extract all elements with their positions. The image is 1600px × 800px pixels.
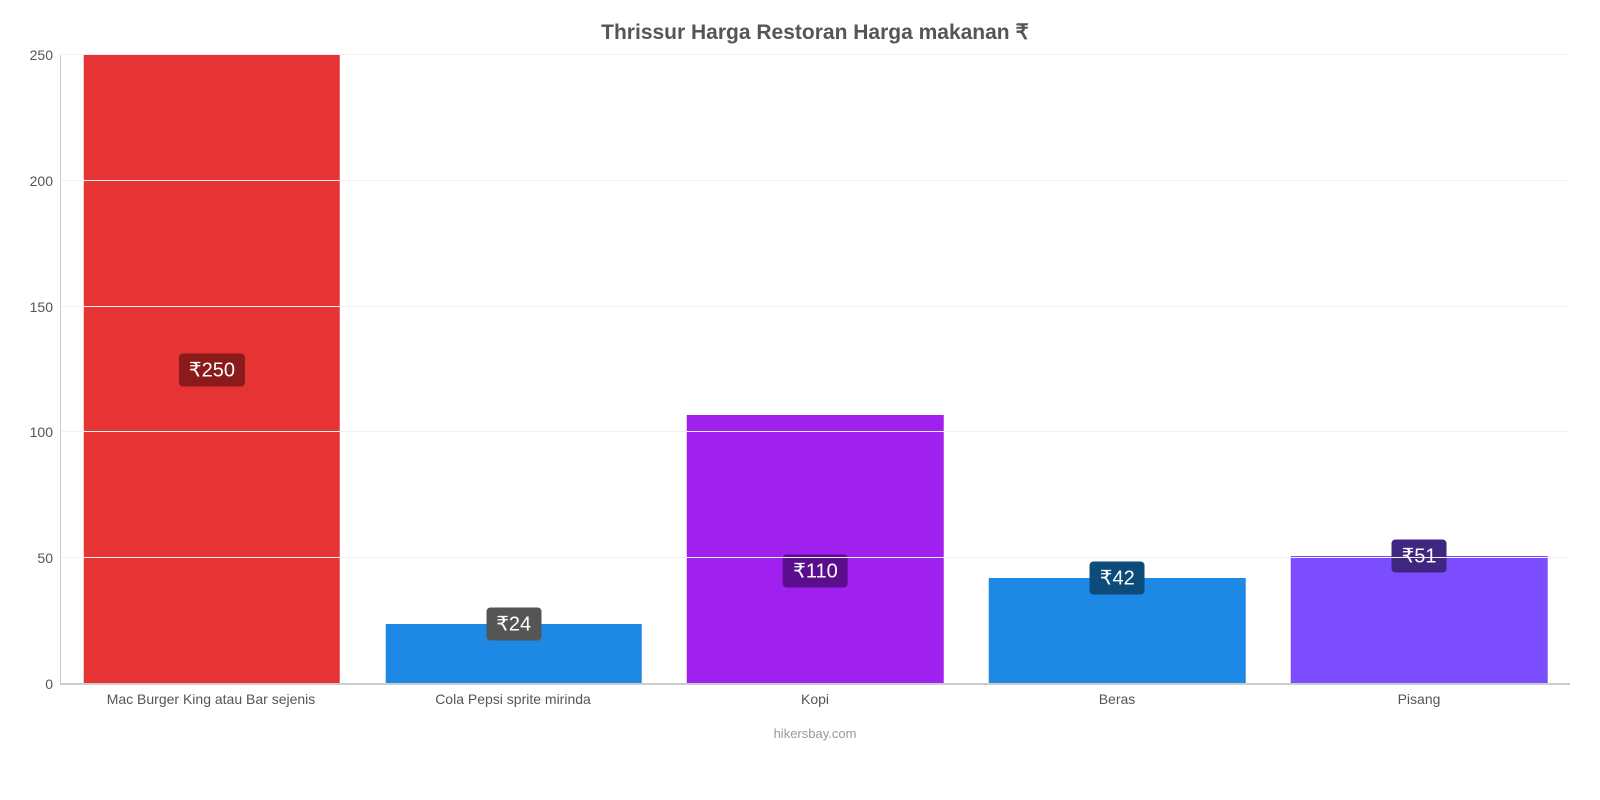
y-tick-label: 50 — [37, 550, 61, 566]
chart-title: Thrissur Harga Restoran Harga makanan ₹ — [60, 20, 1570, 45]
bar-value-label: ₹24 — [486, 607, 541, 640]
gridline — [61, 683, 1570, 684]
gridline — [61, 54, 1570, 55]
bar-value-label: ₹42 — [1090, 562, 1145, 595]
y-tick-label: 150 — [30, 299, 61, 315]
bar-slot: ₹250 — [61, 55, 363, 684]
chart-container: Thrissur Harga Restoran Harga makanan ₹ … — [0, 0, 1600, 800]
bar-value-label: ₹110 — [783, 554, 848, 587]
bar-slot: ₹42 — [966, 55, 1268, 684]
x-axis-label: Cola Pepsi sprite mirinda — [362, 685, 664, 708]
bar — [687, 415, 944, 684]
gridline — [61, 180, 1570, 181]
bar-slot: ₹24 — [363, 55, 665, 684]
gridline — [61, 431, 1570, 432]
chart-attribution: hikersbay.com — [60, 726, 1570, 741]
gridline — [61, 306, 1570, 307]
bar-slot: ₹110 — [665, 55, 967, 684]
x-axis-label: Kopi — [664, 685, 966, 708]
y-tick-label: 200 — [30, 173, 61, 189]
bars-layer: ₹250 ₹24 ₹110 ₹42 ₹51 — [61, 55, 1570, 684]
plot-area: ₹250₹24₹110₹42₹51 050100150200250 — [60, 55, 1570, 685]
y-tick-label: 100 — [30, 424, 61, 440]
x-axis-label: Pisang — [1268, 685, 1570, 708]
bar-slot: ₹51 — [1268, 55, 1570, 684]
x-axis-label: Beras — [966, 685, 1268, 708]
bar — [1291, 556, 1548, 684]
y-tick-label: 250 — [30, 47, 61, 63]
bar-value-label: ₹51 — [1392, 539, 1447, 572]
bar-value-label: ₹250 — [179, 353, 245, 386]
x-axis-labels: Mac Burger King atau Bar sejenisCola Pep… — [60, 685, 1570, 708]
gridline — [61, 557, 1570, 558]
x-axis-label: Mac Burger King atau Bar sejenis — [60, 685, 362, 708]
y-tick-label: 0 — [45, 676, 61, 692]
